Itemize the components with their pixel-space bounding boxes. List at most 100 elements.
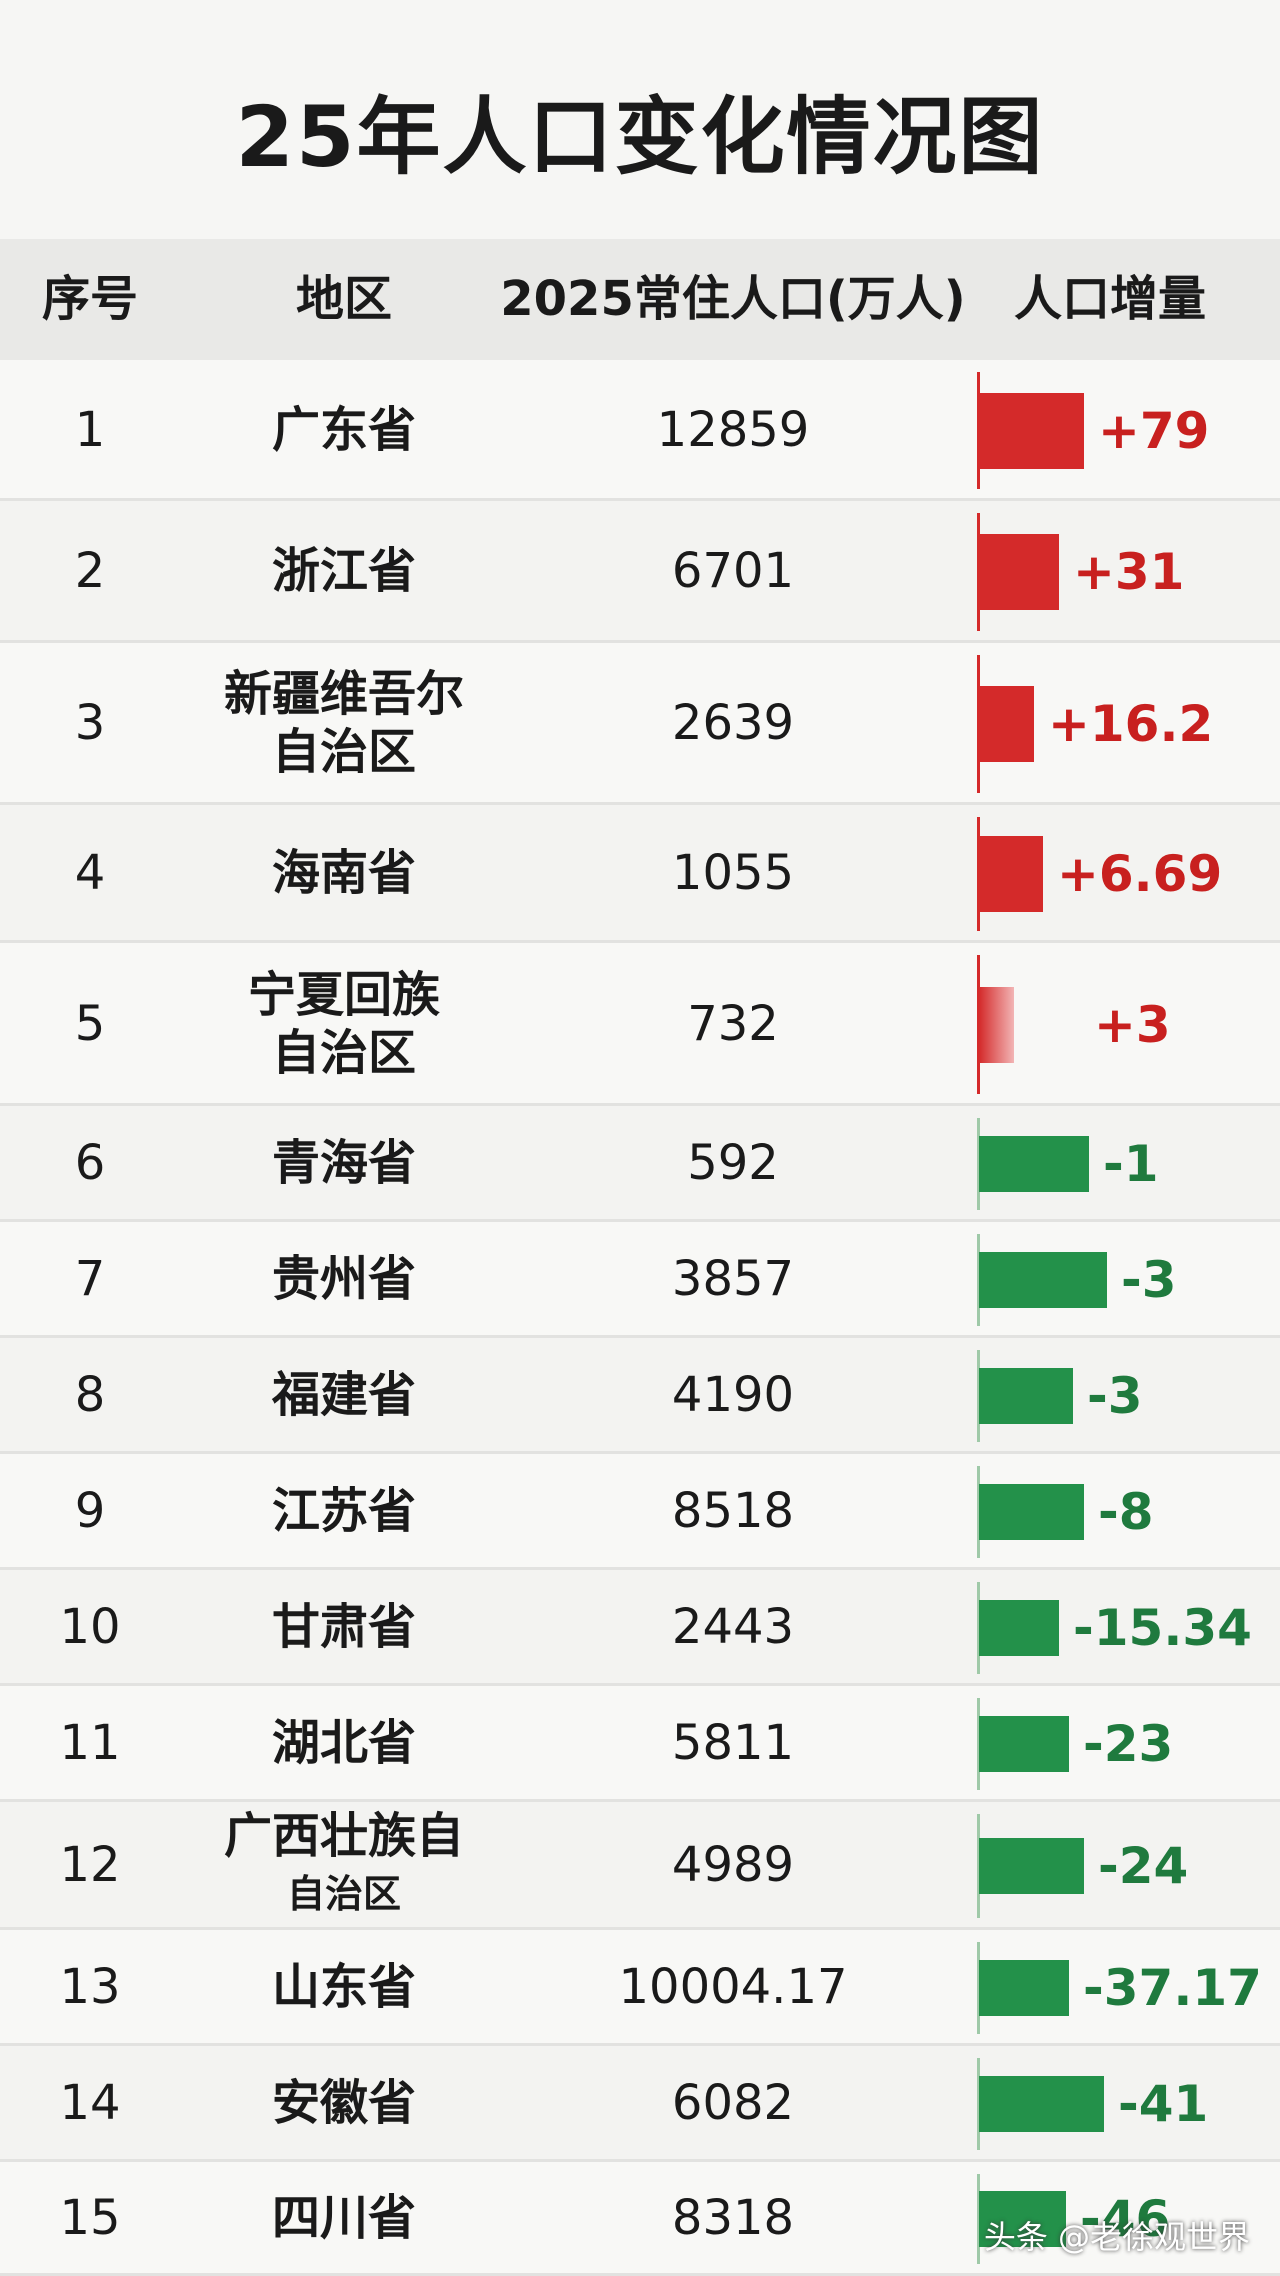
axis-line bbox=[977, 1466, 980, 1558]
population: 12859 bbox=[656, 401, 810, 458]
axis-line bbox=[977, 955, 980, 1094]
region: 甘肃省 bbox=[271, 1599, 417, 1656]
change-value: -41 bbox=[1118, 2075, 1209, 2133]
change-value: -24 bbox=[1098, 1837, 1189, 1895]
row-index: 5 bbox=[74, 995, 106, 1052]
table-row bbox=[0, 805, 1280, 943]
change-value: +31 bbox=[1073, 543, 1185, 601]
axis-line bbox=[977, 513, 980, 631]
region: 广东省 bbox=[271, 401, 417, 458]
table-row bbox=[0, 1570, 1280, 1686]
change-value: +6.69 bbox=[1057, 845, 1223, 903]
axis-line bbox=[977, 1234, 980, 1326]
population: 2639 bbox=[671, 695, 795, 752]
region: 福建省 bbox=[271, 1367, 417, 1424]
table-row bbox=[0, 501, 1280, 643]
axis-line bbox=[977, 817, 980, 931]
row-index: 4 bbox=[74, 845, 106, 902]
table-row bbox=[0, 643, 1280, 805]
population: 2443 bbox=[671, 1599, 795, 1656]
change-bar bbox=[979, 686, 1034, 762]
change-bar bbox=[979, 1838, 1084, 1894]
region: 自治区 bbox=[271, 724, 417, 781]
axis-line bbox=[977, 2174, 980, 2264]
region: 海南省 bbox=[271, 845, 417, 902]
watermark: 头条 @老徐观世界 bbox=[983, 2218, 1250, 2256]
row-index: 7 bbox=[74, 1251, 106, 1308]
table-row bbox=[0, 360, 1280, 501]
change-bar bbox=[979, 1600, 1059, 1656]
population: 8518 bbox=[671, 1483, 795, 1540]
row-index: 14 bbox=[59, 2075, 121, 2132]
change-bar bbox=[979, 836, 1043, 912]
change-value: +16.2 bbox=[1048, 695, 1214, 753]
column-header: 2025常住人口(万人) bbox=[500, 271, 966, 328]
region: 江苏省 bbox=[271, 1483, 417, 1540]
region: 自治区 bbox=[271, 1024, 417, 1081]
region: 新疆维吾尔 bbox=[223, 666, 465, 723]
row-index: 3 bbox=[74, 695, 106, 752]
population: 732 bbox=[687, 995, 779, 1052]
axis-line bbox=[977, 1582, 980, 1674]
row-index: 15 bbox=[59, 2190, 121, 2247]
row-index: 12 bbox=[59, 1837, 121, 1894]
table-row bbox=[0, 943, 1280, 1106]
change-bar bbox=[979, 986, 1014, 1063]
table-row bbox=[0, 1454, 1280, 1570]
change-bar bbox=[979, 1136, 1089, 1192]
row-index: 13 bbox=[59, 1959, 121, 2016]
column-header: 人口增量 bbox=[1013, 271, 1207, 328]
region: 宁夏回族 bbox=[247, 966, 441, 1023]
region: 广西壮族自 bbox=[223, 1808, 465, 1865]
region: 安徽省 bbox=[271, 2075, 417, 2132]
change-bar bbox=[979, 392, 1084, 469]
change-value: +3 bbox=[1094, 995, 1171, 1054]
change-value: -15.34 bbox=[1073, 1599, 1252, 1657]
population: 1055 bbox=[671, 845, 795, 902]
change-bar bbox=[979, 1368, 1073, 1424]
region: 湖北省 bbox=[271, 1715, 417, 1772]
change-value: -8 bbox=[1098, 1483, 1154, 1541]
column-header: 地区 bbox=[295, 271, 393, 328]
population: 592 bbox=[687, 1135, 779, 1192]
population: 6701 bbox=[671, 543, 795, 600]
region: 山东省 bbox=[271, 1959, 417, 2016]
axis-line bbox=[977, 1698, 980, 1790]
change-bar bbox=[979, 1252, 1107, 1308]
change-value: -1 bbox=[1103, 1135, 1159, 1193]
axis-line bbox=[977, 655, 980, 793]
axis-line bbox=[977, 1942, 980, 2034]
population: 10004.17 bbox=[618, 1959, 848, 2016]
population: 6082 bbox=[671, 2075, 795, 2132]
region: 浙江省 bbox=[271, 543, 417, 600]
axis-line bbox=[977, 1814, 980, 1918]
column-header: 序号 bbox=[41, 271, 139, 328]
change-bar bbox=[979, 2191, 1066, 2247]
title: 25年人口变化情况图 bbox=[235, 88, 1045, 186]
row-index: 10 bbox=[59, 1599, 121, 1656]
table-row bbox=[0, 2162, 1280, 2276]
table-row bbox=[0, 1802, 1280, 1930]
change-bar bbox=[979, 2076, 1104, 2132]
change-value: -37.17 bbox=[1083, 1959, 1262, 2017]
change-value: -3 bbox=[1087, 1367, 1143, 1425]
change-bar bbox=[979, 1716, 1069, 1772]
change-value: -46 bbox=[1080, 2190, 1171, 2248]
row-index: 8 bbox=[74, 1367, 106, 1424]
row-index: 1 bbox=[74, 401, 106, 458]
change-bar bbox=[979, 1960, 1069, 2016]
change-value: -3 bbox=[1121, 1251, 1177, 1309]
region: 贵州省 bbox=[271, 1251, 417, 1308]
population: 3857 bbox=[671, 1251, 795, 1308]
population: 8318 bbox=[671, 2190, 795, 2247]
axis-line bbox=[977, 1350, 980, 1442]
axis-line bbox=[977, 1118, 980, 1210]
region: 四川省 bbox=[271, 2190, 417, 2247]
region: 自治区 bbox=[286, 1872, 402, 1917]
population: 4190 bbox=[671, 1367, 795, 1424]
row-index: 2 bbox=[74, 543, 106, 600]
row-index: 9 bbox=[74, 1483, 106, 1540]
axis-line bbox=[977, 2058, 980, 2150]
row-index: 6 bbox=[74, 1135, 106, 1192]
